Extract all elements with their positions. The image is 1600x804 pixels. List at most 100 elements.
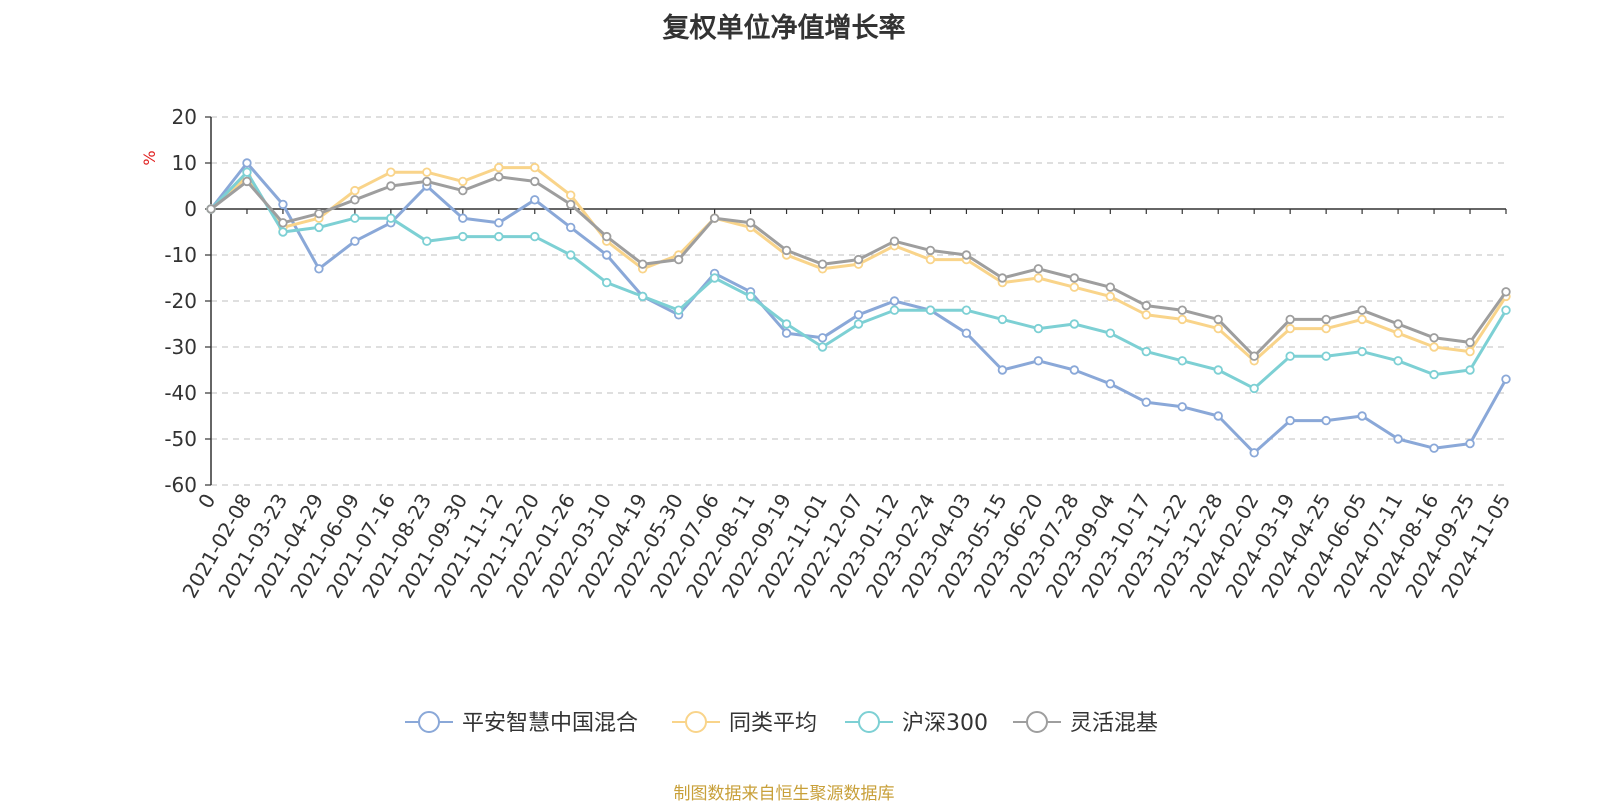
y-tick-label: -10 (164, 243, 197, 267)
data-point (494, 162, 504, 173)
data-point (745, 218, 756, 228)
legend-item[interactable]: 同类平均 (672, 711, 817, 736)
data-point (530, 231, 540, 242)
legend[interactable]: 平安智慧中国混合 同类平均 沪深300 灵活混基 (405, 711, 1158, 736)
data-point (637, 259, 648, 269)
y-tick-label: -60 (164, 473, 197, 497)
data-point (1357, 411, 1367, 421)
data-point (1285, 351, 1295, 361)
data-point (1501, 305, 1511, 315)
data-point (781, 328, 792, 338)
legend-item[interactable]: 平安智慧中国混合 (405, 711, 638, 736)
data-point (206, 204, 216, 214)
data-point (925, 254, 936, 265)
data-point (314, 222, 324, 233)
legend-marker (685, 711, 707, 733)
data-point (566, 199, 576, 210)
data-point (1033, 356, 1044, 366)
data-point (1105, 328, 1116, 338)
data-point (566, 222, 576, 233)
data-point (1429, 342, 1439, 352)
data-point (530, 176, 540, 187)
data-point (1177, 305, 1187, 315)
legend-marker (1026, 711, 1048, 733)
legend-item[interactable]: 沪深300 (845, 711, 988, 736)
data-point (709, 213, 720, 223)
data-point (278, 199, 288, 210)
data-point (1105, 282, 1116, 292)
data-point (1393, 319, 1403, 329)
data-point (422, 176, 432, 187)
data-point (673, 254, 684, 265)
legend-label: 沪深300 (902, 711, 988, 736)
series-group (206, 158, 1511, 458)
data-point (278, 227, 288, 237)
series-layer (206, 158, 1511, 458)
data-point (1321, 314, 1331, 325)
data-point (458, 213, 468, 223)
series-line (209, 161, 1508, 455)
data-point (1429, 333, 1439, 343)
data-point (458, 176, 468, 187)
data-point (925, 245, 936, 256)
data-point (709, 273, 720, 283)
data-point (1357, 346, 1367, 357)
data-point (781, 319, 792, 329)
data-point (1393, 356, 1403, 366)
data-point (1393, 328, 1403, 338)
data-point (242, 158, 252, 168)
data-point (242, 167, 252, 177)
data-point (1177, 402, 1187, 412)
data-point (350, 236, 360, 246)
data-point (1033, 273, 1044, 283)
data-point (386, 181, 396, 191)
data-point (1285, 323, 1295, 334)
data-point (1429, 443, 1439, 453)
chart-title: 复权单位净值增长率 (662, 13, 906, 44)
data-point (601, 250, 612, 260)
grid-layer (211, 116, 1506, 486)
data-point (350, 185, 360, 196)
data-point (997, 365, 1008, 375)
legend-item[interactable]: 灵活混基 (1013, 711, 1158, 736)
axis-layer: 20 10 0 -10 -20 -30 -40 -50 -60 (164, 105, 1507, 497)
data-point (817, 342, 828, 352)
data-point (637, 291, 648, 302)
data-point (853, 310, 864, 320)
data-point (494, 218, 504, 228)
data-point (1321, 415, 1331, 426)
data-point (781, 245, 792, 256)
data-point (422, 236, 432, 246)
data-point (1285, 314, 1295, 325)
data-point (1501, 287, 1511, 297)
legend-label: 灵活混基 (1070, 711, 1158, 736)
data-point (853, 254, 864, 265)
source-note: 制图数据来自恒生聚源数据库 (673, 784, 895, 804)
legend-marker (418, 711, 440, 733)
data-point (386, 213, 396, 223)
data-point (997, 273, 1008, 283)
data-point (1393, 434, 1403, 444)
data-point (853, 319, 864, 329)
data-point (1249, 448, 1259, 458)
data-point (1105, 379, 1116, 389)
data-point (997, 314, 1008, 325)
series-group (206, 172, 1511, 361)
y-axis-unit-label: % (140, 150, 159, 165)
data-point (1429, 369, 1439, 380)
y-tick-label: -20 (164, 289, 197, 313)
data-point (422, 167, 432, 177)
data-point (1213, 365, 1223, 375)
data-point (817, 259, 828, 269)
data-point (1213, 411, 1223, 421)
data-point (1033, 323, 1044, 334)
data-point (350, 195, 360, 205)
data-point (1177, 314, 1187, 325)
data-point (314, 264, 324, 274)
data-point (1465, 438, 1475, 449)
data-point (889, 305, 900, 315)
data-point (278, 218, 288, 228)
data-point (673, 305, 684, 315)
data-point (386, 167, 396, 177)
data-point (1069, 273, 1080, 283)
